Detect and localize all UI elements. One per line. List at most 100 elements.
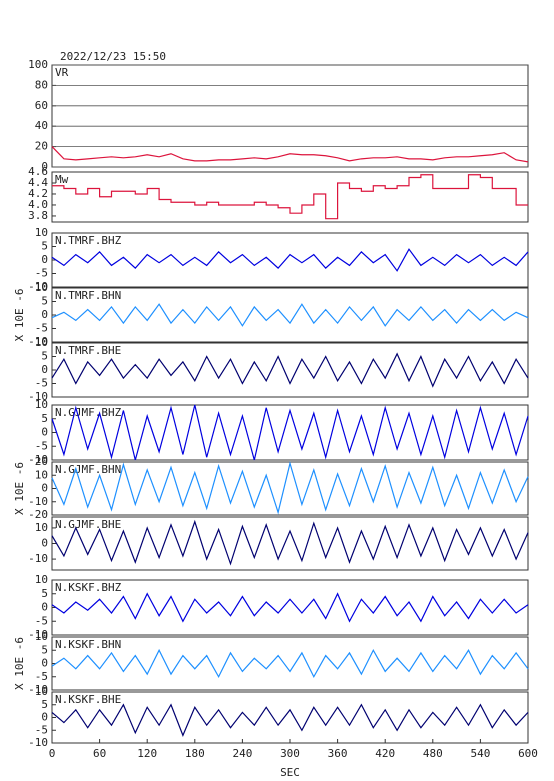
y-tick-label: 0 — [41, 657, 48, 670]
y-tick-label: -10 — [28, 453, 48, 466]
y-tick-label: -5 — [35, 439, 48, 452]
y-tick-label: 10 — [35, 685, 48, 698]
panel-frame — [51, 342, 529, 398]
y-tick-label: -10 — [28, 736, 48, 749]
trace — [51, 703, 529, 737]
y-tick-label: 20 — [35, 455, 48, 468]
y-tick-label: -10 — [28, 335, 48, 348]
panel-label: N.KSKF.BHN — [55, 638, 121, 651]
y-tick-label: -20 — [28, 508, 48, 521]
trace — [51, 519, 529, 566]
panel-frame — [51, 64, 529, 168]
y-tick-label: 0 — [41, 482, 48, 495]
y-tick-label: -5 — [35, 322, 48, 335]
y-tick-label: 0 — [41, 601, 48, 614]
trace — [51, 648, 529, 679]
x-tick-label: 180 — [185, 747, 205, 760]
panel-frame — [51, 404, 529, 461]
trace — [51, 248, 529, 272]
panel-label: N.TMRF.BHZ — [55, 234, 122, 247]
y-tick-label: 10 — [35, 468, 48, 481]
panel-label: N.KSKF.BHZ — [55, 581, 122, 594]
trace — [51, 352, 529, 388]
y-axis-label: X 10E -6 — [13, 462, 26, 515]
y-tick-label: 80 — [35, 78, 48, 91]
y-tick-label: 5 — [41, 240, 48, 253]
x-tick-label: 600 — [518, 747, 538, 760]
x-tick-label: 60 — [93, 747, 106, 760]
y-tick-label: -5 — [35, 670, 48, 683]
panel-label: N.TMRF.BHN — [55, 289, 121, 302]
x-tick-label: 360 — [328, 747, 348, 760]
x-tick-label: 420 — [375, 747, 395, 760]
trace — [51, 404, 529, 461]
y-tick-label: 5 — [41, 350, 48, 363]
chart-title: 2022/12/23 15:50 — [60, 50, 166, 63]
y-tick-label: 0 — [41, 308, 48, 321]
y-tick-label: -10 — [28, 628, 48, 641]
y-tick-label: 20 — [35, 140, 48, 153]
panel-frame — [51, 516, 529, 571]
y-tick-label: 40 — [35, 119, 48, 132]
y-tick-label: 4.0 — [28, 198, 48, 211]
panel-label: N.GJMF.BHE — [55, 518, 121, 531]
y-tick-label: 3.8 — [28, 209, 48, 222]
panel-label: VR — [55, 66, 69, 79]
y-tick-label: 5 — [41, 295, 48, 308]
y-tick-label: 10 — [35, 521, 48, 534]
panel-frame — [51, 171, 529, 223]
y-tick-label: 0 — [41, 363, 48, 376]
y-tick-label: 10 — [35, 281, 48, 294]
y-tick-label: 10 — [35, 573, 48, 586]
y-tick-label: -10 — [28, 280, 48, 293]
x-tick-label: 300 — [280, 747, 300, 760]
y-tick-label: 0 — [41, 160, 48, 173]
panel-frame — [51, 579, 529, 636]
x-tick-label: 240 — [232, 747, 252, 760]
y-tick-label: 4.2 — [28, 187, 48, 200]
x-axis-label: SEC — [280, 766, 300, 779]
panel-frame — [51, 636, 529, 691]
panel-frame — [51, 232, 529, 288]
y-tick-label: -10 — [28, 495, 48, 508]
y-tick-label: 10 — [35, 630, 48, 643]
panel-frame — [51, 691, 529, 744]
y-tick-label: 5 — [41, 412, 48, 425]
y-tick-label: 0 — [41, 426, 48, 439]
y-axis-label: X 10E -6 — [13, 637, 26, 690]
y-axis-label: X 10E -6 — [13, 289, 26, 342]
panel-label: N.GJMF.BHN — [55, 463, 121, 476]
y-tick-label: 10 — [35, 398, 48, 411]
y-tick-label: 0 — [41, 537, 48, 550]
y-tick-label: 5 — [41, 698, 48, 711]
panel-frame — [51, 461, 529, 516]
trace — [51, 146, 529, 163]
y-tick-label: 5 — [41, 587, 48, 600]
y-tick-label: -5 — [35, 723, 48, 736]
trace — [51, 460, 529, 515]
panel-label: N.GJMF.BHZ — [55, 406, 122, 419]
y-tick-label: 0 — [41, 253, 48, 266]
y-tick-label: 5 — [41, 643, 48, 656]
y-tick-label: 0 — [41, 711, 48, 724]
y-tick-label: 100 — [28, 58, 48, 71]
panel-label: N.KSKF.BHE — [55, 693, 121, 706]
y-tick-label: -10 — [28, 552, 48, 565]
y-tick-label: 10 — [35, 336, 48, 349]
y-tick-label: -5 — [35, 377, 48, 390]
y-tick-label: 4.6 — [28, 165, 48, 178]
x-tick-label: 0 — [49, 747, 56, 760]
y-tick-label: 4.4 — [28, 176, 48, 189]
x-tick-label: 480 — [423, 747, 443, 760]
y-tick-label: 10 — [35, 226, 48, 239]
x-tick-label: 120 — [137, 747, 157, 760]
y-tick-label: -5 — [35, 267, 48, 280]
trace — [52, 174, 528, 220]
x-tick-label: 540 — [470, 747, 490, 760]
panel-label: Mw — [55, 173, 69, 186]
trace — [51, 303, 529, 327]
y-tick-label: -5 — [35, 614, 48, 627]
panel-label: N.TMRF.BHE — [55, 344, 121, 357]
y-tick-label: -10 — [28, 390, 48, 403]
